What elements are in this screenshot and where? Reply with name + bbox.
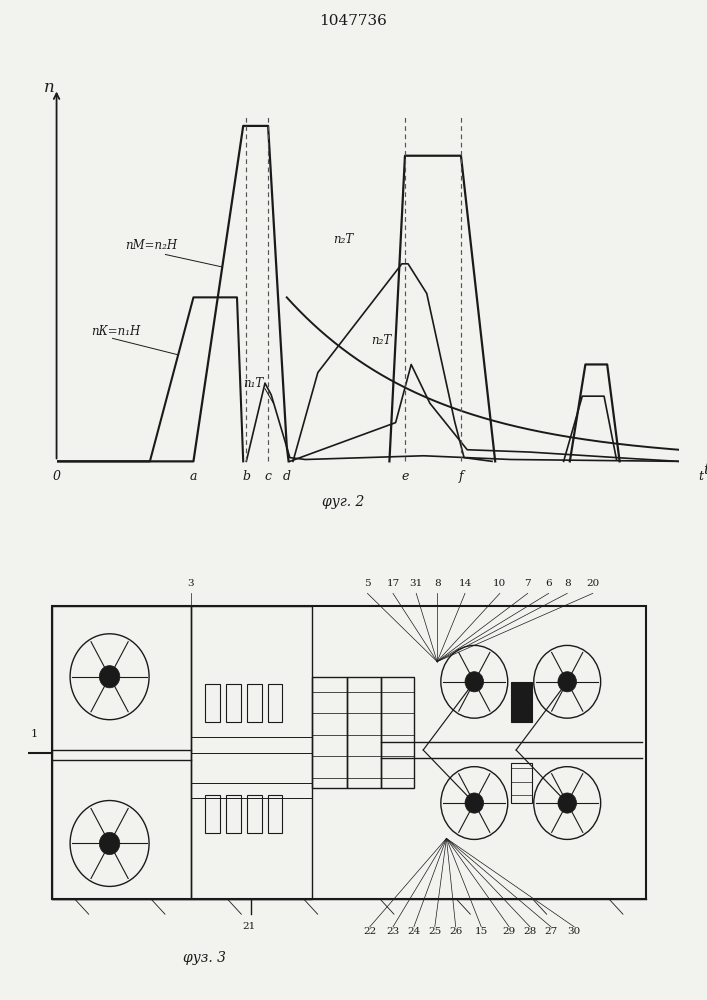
Text: t: t (703, 463, 707, 477)
Text: 8: 8 (434, 579, 440, 588)
Bar (267, 795, 282, 833)
Text: e: e (402, 470, 409, 483)
Bar (511, 682, 532, 722)
Text: 21: 21 (242, 922, 255, 931)
Text: 23: 23 (386, 927, 399, 936)
Text: φуз. 3: φуз. 3 (183, 951, 226, 965)
Bar (346, 677, 381, 788)
Text: 20: 20 (586, 579, 600, 588)
Text: n: n (44, 79, 55, 96)
Circle shape (558, 793, 576, 813)
Text: 17: 17 (386, 579, 399, 588)
Text: 7: 7 (525, 579, 531, 588)
Text: 6: 6 (545, 579, 552, 588)
Text: 29: 29 (503, 927, 516, 936)
Text: 0: 0 (52, 470, 61, 483)
Bar (511, 763, 532, 803)
Text: nМ=n₂Н: nМ=n₂Н (125, 239, 177, 252)
Bar (226, 795, 240, 833)
Text: n₁Т: n₁Т (243, 377, 264, 390)
Circle shape (558, 672, 576, 692)
Text: 15: 15 (474, 927, 488, 936)
Bar (205, 795, 220, 833)
Text: n₂Т: n₂Т (370, 334, 391, 347)
Text: 26: 26 (449, 927, 462, 936)
Text: b: b (243, 470, 250, 483)
Circle shape (100, 666, 119, 688)
Text: 27: 27 (544, 927, 558, 936)
Circle shape (465, 793, 484, 813)
Text: a: a (189, 470, 197, 483)
Text: c: c (264, 470, 271, 483)
Text: 1: 1 (30, 729, 37, 739)
Text: 22: 22 (363, 927, 376, 936)
Bar (191, 606, 312, 899)
Bar (312, 677, 346, 788)
Bar (247, 684, 262, 722)
Text: 30: 30 (568, 927, 581, 936)
Text: nК=n₁Н: nК=n₁Н (90, 325, 140, 338)
Bar (52, 606, 646, 899)
Text: n₂Т: n₂Т (334, 233, 354, 246)
Bar (226, 684, 240, 722)
Bar (205, 684, 220, 722)
Text: 8: 8 (564, 579, 571, 588)
Text: 28: 28 (523, 927, 537, 936)
Text: d: d (283, 470, 291, 483)
Text: 31: 31 (409, 579, 423, 588)
Circle shape (465, 672, 484, 692)
Text: 3: 3 (187, 579, 194, 588)
Bar (381, 677, 414, 788)
Text: 5: 5 (364, 579, 370, 588)
Text: 1047736: 1047736 (320, 14, 387, 28)
Bar (247, 795, 262, 833)
Bar (52, 606, 191, 899)
Bar (267, 684, 282, 722)
Text: t: t (698, 470, 703, 483)
Text: 14: 14 (458, 579, 472, 588)
Text: φуг. 2: φуг. 2 (322, 495, 364, 509)
Circle shape (100, 832, 119, 855)
Text: 25: 25 (428, 927, 441, 936)
Text: f: f (459, 470, 463, 483)
Text: 10: 10 (493, 579, 506, 588)
Text: 24: 24 (407, 927, 421, 936)
